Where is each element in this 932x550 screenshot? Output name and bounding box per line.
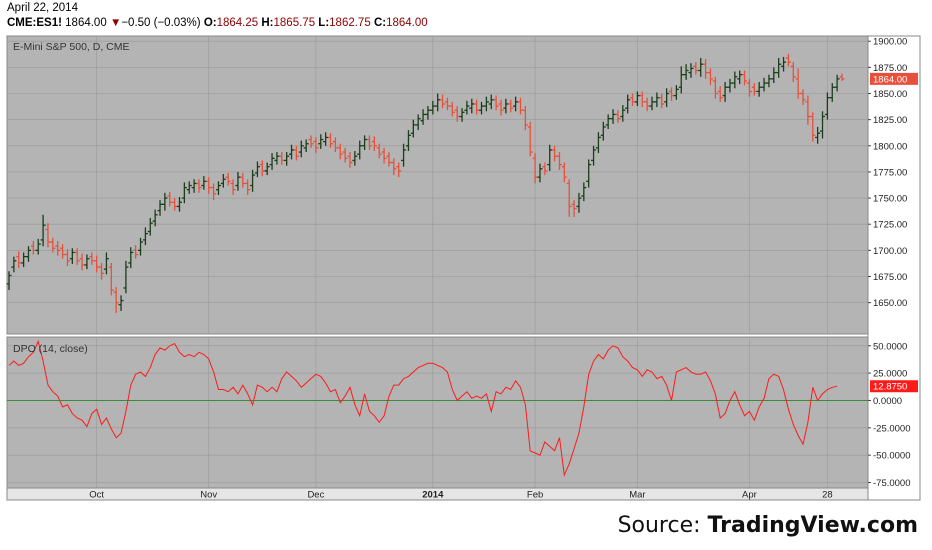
y-tick-label: 1750.00 (873, 194, 907, 205)
symbol[interactable]: CME:ES1! (7, 17, 62, 29)
y-tick-label: -25.0000 (873, 423, 911, 434)
y-tick-label: 1650.00 (873, 298, 907, 309)
high-value: 1865.75 (273, 17, 316, 29)
low-label: L: (318, 17, 330, 29)
x-tick-label: Apr (742, 490, 757, 501)
down-arrow-icon: ▼ (109, 17, 122, 29)
dpo-panel-title: DPO (14, close) (13, 343, 88, 355)
source-credit: Source: TradingView.com (618, 513, 918, 538)
open-value: 1864.25 (216, 17, 259, 29)
last-dpo-label: 12.8750 (873, 382, 907, 393)
y-tick-label: 1725.00 (873, 220, 907, 231)
dpo-line (8, 339, 838, 477)
source-brand: TradingView.com (707, 513, 918, 538)
x-tick-label: Mar (629, 490, 645, 501)
y-tick-label: 1675.00 (873, 272, 907, 283)
high-label: H: (261, 17, 274, 29)
close-label: C: (373, 17, 387, 29)
open-label: O: (203, 17, 217, 29)
x-tick-label: Nov (200, 490, 217, 501)
last-price: 1864.00 (65, 17, 107, 29)
close-value: 1864.00 (386, 17, 428, 29)
last-price-label: 1864.00 (873, 74, 907, 85)
x-tick-label: Feb (527, 490, 543, 501)
price-change: −0.50 (−0.03%) (121, 17, 201, 29)
y-tick-label: 1875.00 (873, 63, 907, 74)
last-price-badge (870, 72, 918, 85)
y-tick-label: -75.0000 (873, 478, 911, 489)
price-panel-title: E-Mini S&P 500, D, CME (13, 41, 130, 53)
x-tick-label: 2014 (422, 490, 444, 501)
x-tick-label: 28 (822, 490, 833, 501)
y-tick-label: 1850.00 (873, 89, 907, 100)
dpo-panel (6, 336, 869, 489)
y-tick-label: 1825.00 (873, 115, 907, 126)
low-value: 1862.75 (329, 17, 371, 29)
y-tick-label: 50.0000 (873, 341, 907, 352)
x-tick-label: Dec (307, 490, 324, 501)
price-axis (867, 35, 921, 501)
x-tick-label: Oct (89, 490, 104, 501)
y-tick-label: 0.0000 (873, 396, 902, 407)
source-label: Source: (617, 513, 701, 538)
chart-date: April 22, 2014 (7, 2, 78, 14)
y-tick-label: 1775.00 (873, 167, 907, 178)
y-tick-label: 25.0000 (873, 369, 907, 380)
trading-chart[interactable]: Oct Nov Dec 2014 Feb Mar Apr 28 1650.00 1675.00 17… (0, 0, 932, 510)
y-tick-label: 1700.00 (873, 246, 907, 257)
price-panel (6, 35, 869, 335)
y-tick-label: -50.0000 (873, 451, 911, 462)
last-dpo-badge (870, 380, 918, 393)
quote-line: CME:ES1! 1864.00 ▼−0.50 (−0.03%) O:1864.… (7, 17, 428, 29)
y-tick-label: 1800.00 (873, 141, 907, 152)
y-tick-label: 1900.00 (873, 37, 907, 48)
